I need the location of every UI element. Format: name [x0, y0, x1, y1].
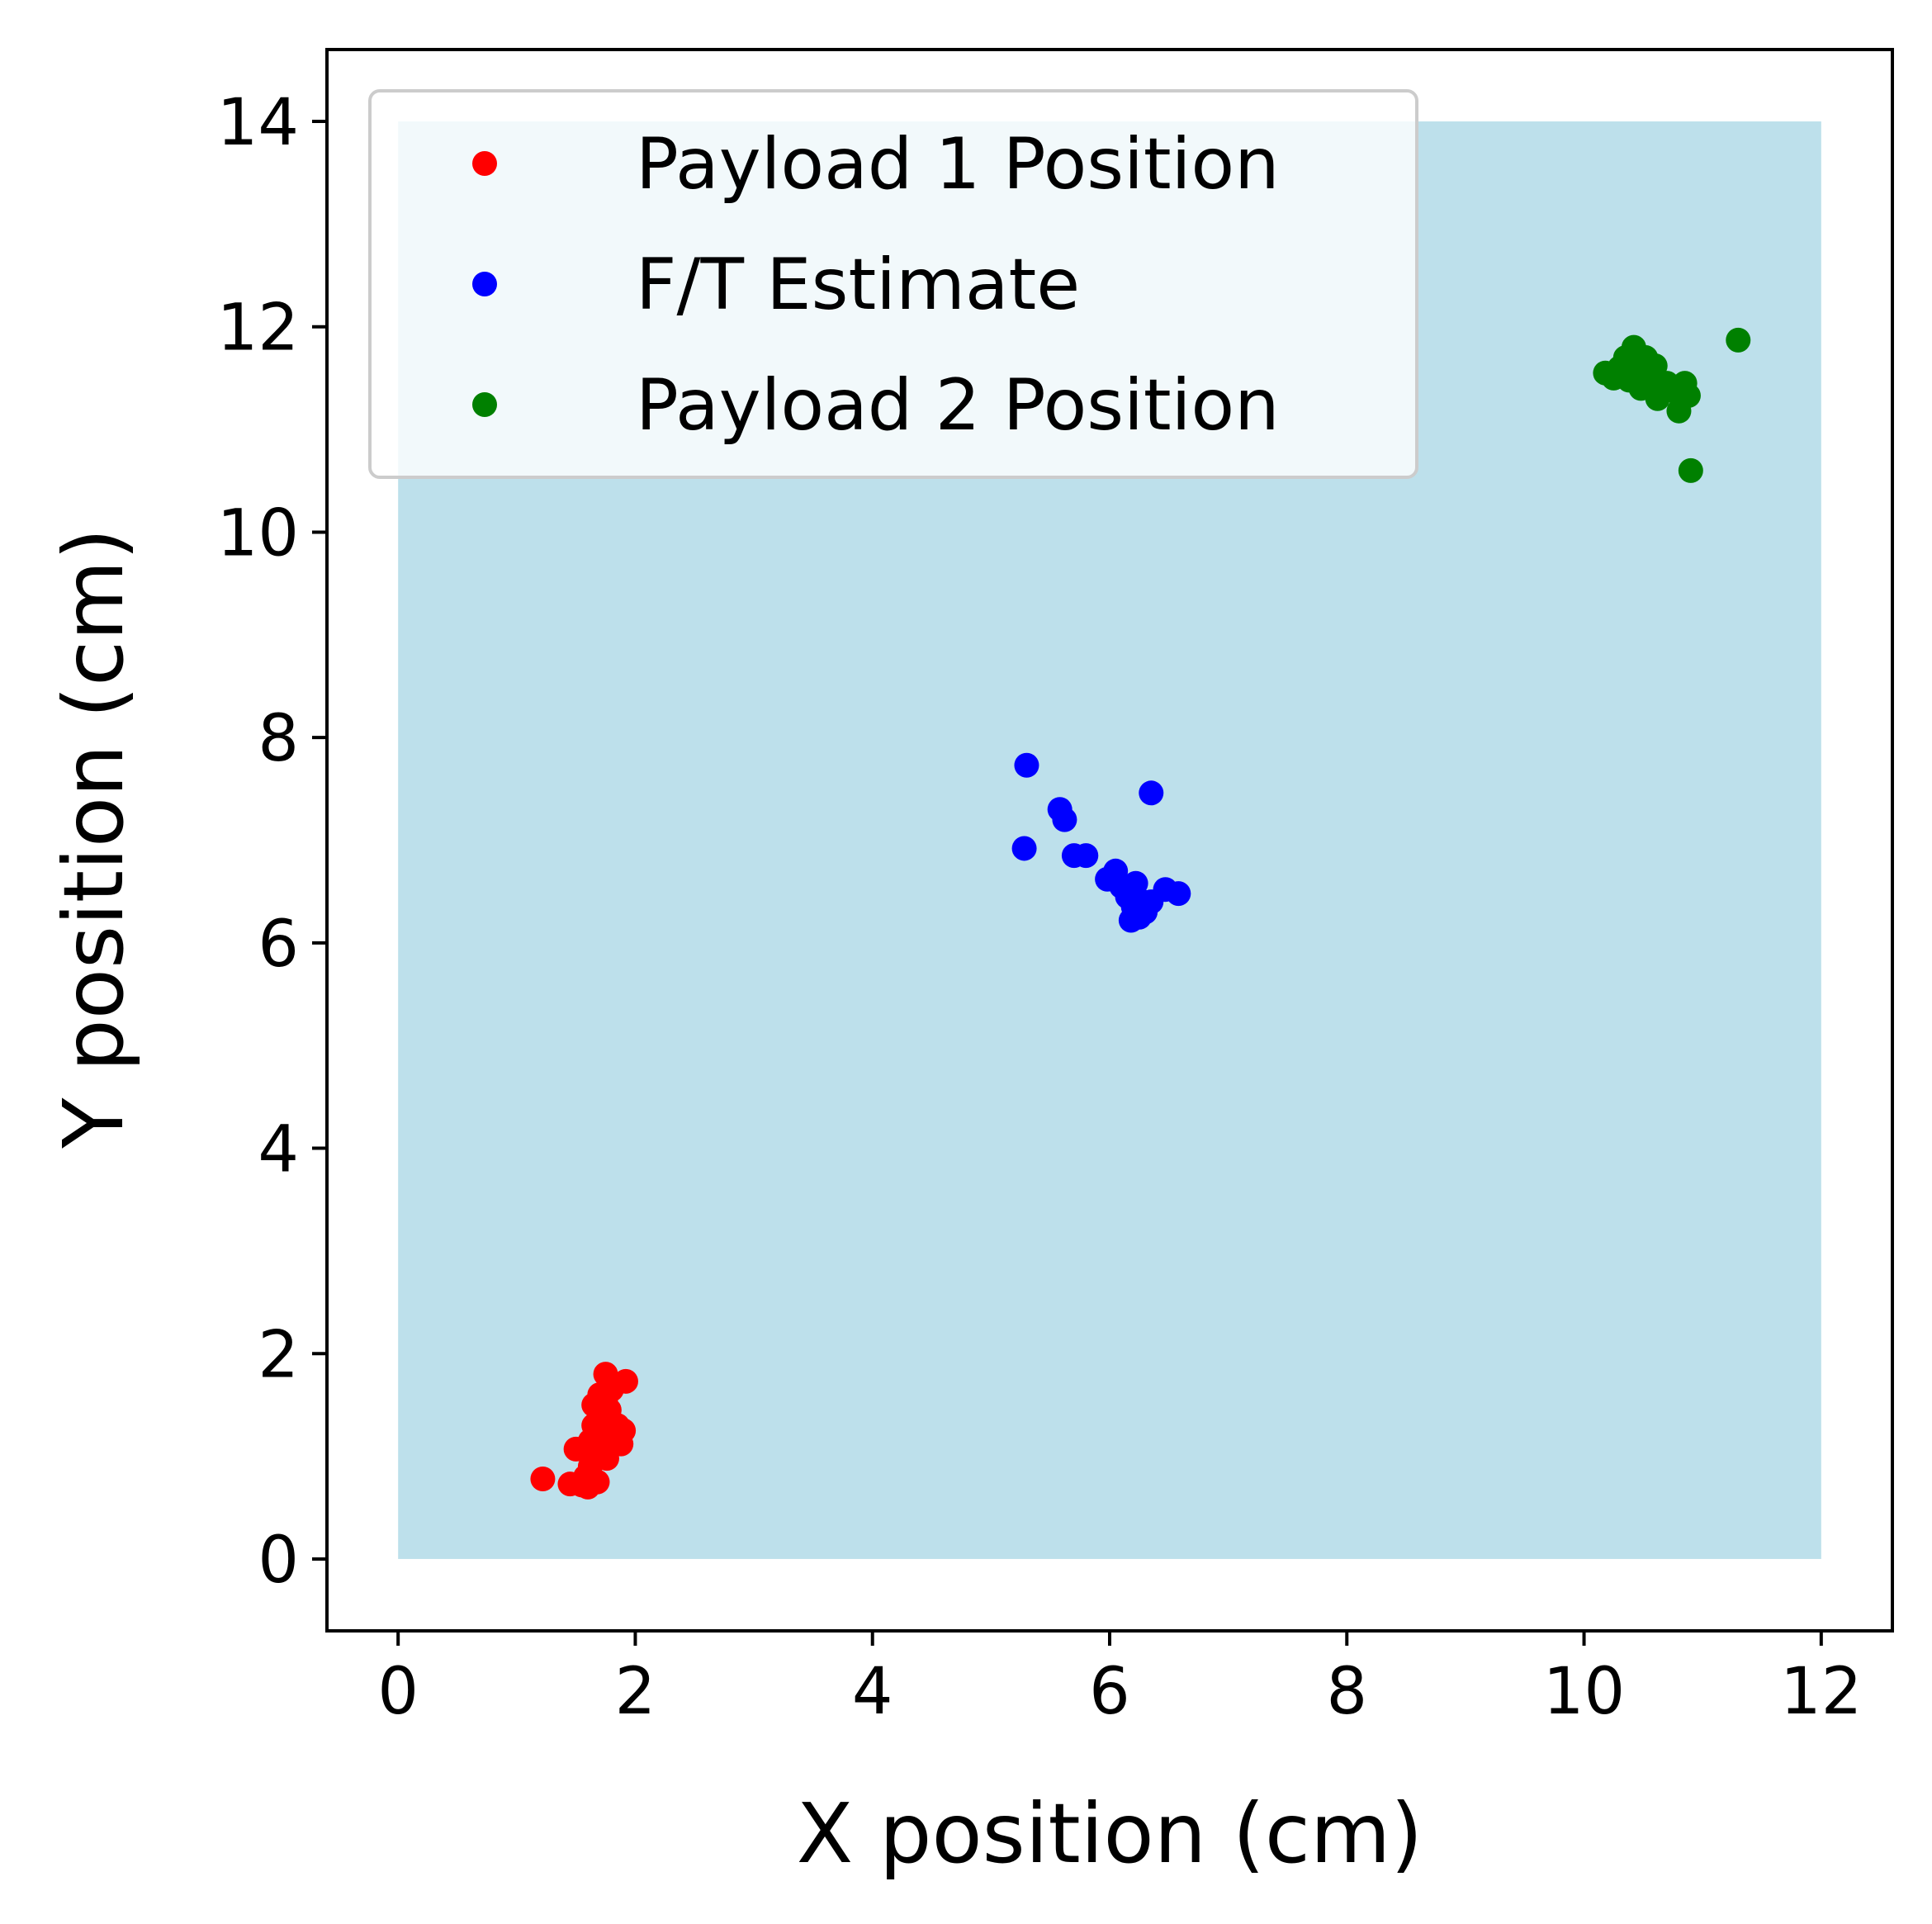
data-point [1014, 752, 1039, 778]
data-point [1678, 457, 1703, 483]
data-point [530, 1466, 556, 1491]
data-point [1139, 780, 1164, 806]
legend-label: F/T Estimate [636, 244, 1080, 326]
data-point [585, 1469, 610, 1495]
y-tick-label: 14 [217, 86, 299, 160]
y-tick-label: 6 [258, 908, 299, 982]
legend-label: Payload 1 Position [636, 123, 1280, 206]
data-point [1675, 383, 1701, 409]
x-tick-label: 6 [1089, 1655, 1130, 1729]
data-point [1166, 881, 1191, 907]
legend-marker [472, 151, 497, 176]
x-tick-label: 12 [1780, 1655, 1862, 1729]
y-axis-label: Y position (cm) [45, 528, 142, 1149]
y-tick-label: 2 [258, 1318, 299, 1392]
y-tick-label: 4 [258, 1113, 299, 1187]
data-points-layer [530, 327, 1751, 1500]
data-point [1726, 327, 1751, 353]
y-tick-label: 12 [217, 291, 299, 366]
series-3 [1593, 327, 1751, 483]
legend-box [368, 89, 1418, 479]
y-tick-label: 0 [258, 1524, 299, 1598]
series-1 [530, 1362, 638, 1500]
y-tick-label: 10 [217, 496, 299, 571]
series-2 [1011, 752, 1191, 933]
x-tick-label: 0 [377, 1655, 419, 1729]
data-point [1052, 807, 1077, 832]
data-point [1011, 836, 1037, 861]
x-tick-label: 4 [852, 1655, 893, 1729]
legend: Payload 1 Position F/T Estimate Payload 2 … [368, 89, 1418, 479]
x-ticks: 0 2 4 6 8 10 12 [377, 1631, 1862, 1729]
y-ticks: 0 2 4 6 8 10 12 14 [217, 86, 327, 1598]
x-axis-label: X position (cm) [797, 1785, 1423, 1882]
legend-label: Payload 2 Position [636, 364, 1280, 447]
data-point [1642, 353, 1668, 378]
data-point [611, 1418, 637, 1443]
x-tick-label: 10 [1543, 1655, 1625, 1729]
y-tick-label: 8 [258, 702, 299, 776]
legend-marker [472, 392, 497, 417]
legend-marker [472, 272, 497, 296]
x-tick-label: 8 [1326, 1655, 1367, 1729]
data-point [1073, 843, 1099, 869]
data-point [613, 1368, 638, 1394]
x-tick-label: 2 [615, 1655, 656, 1729]
